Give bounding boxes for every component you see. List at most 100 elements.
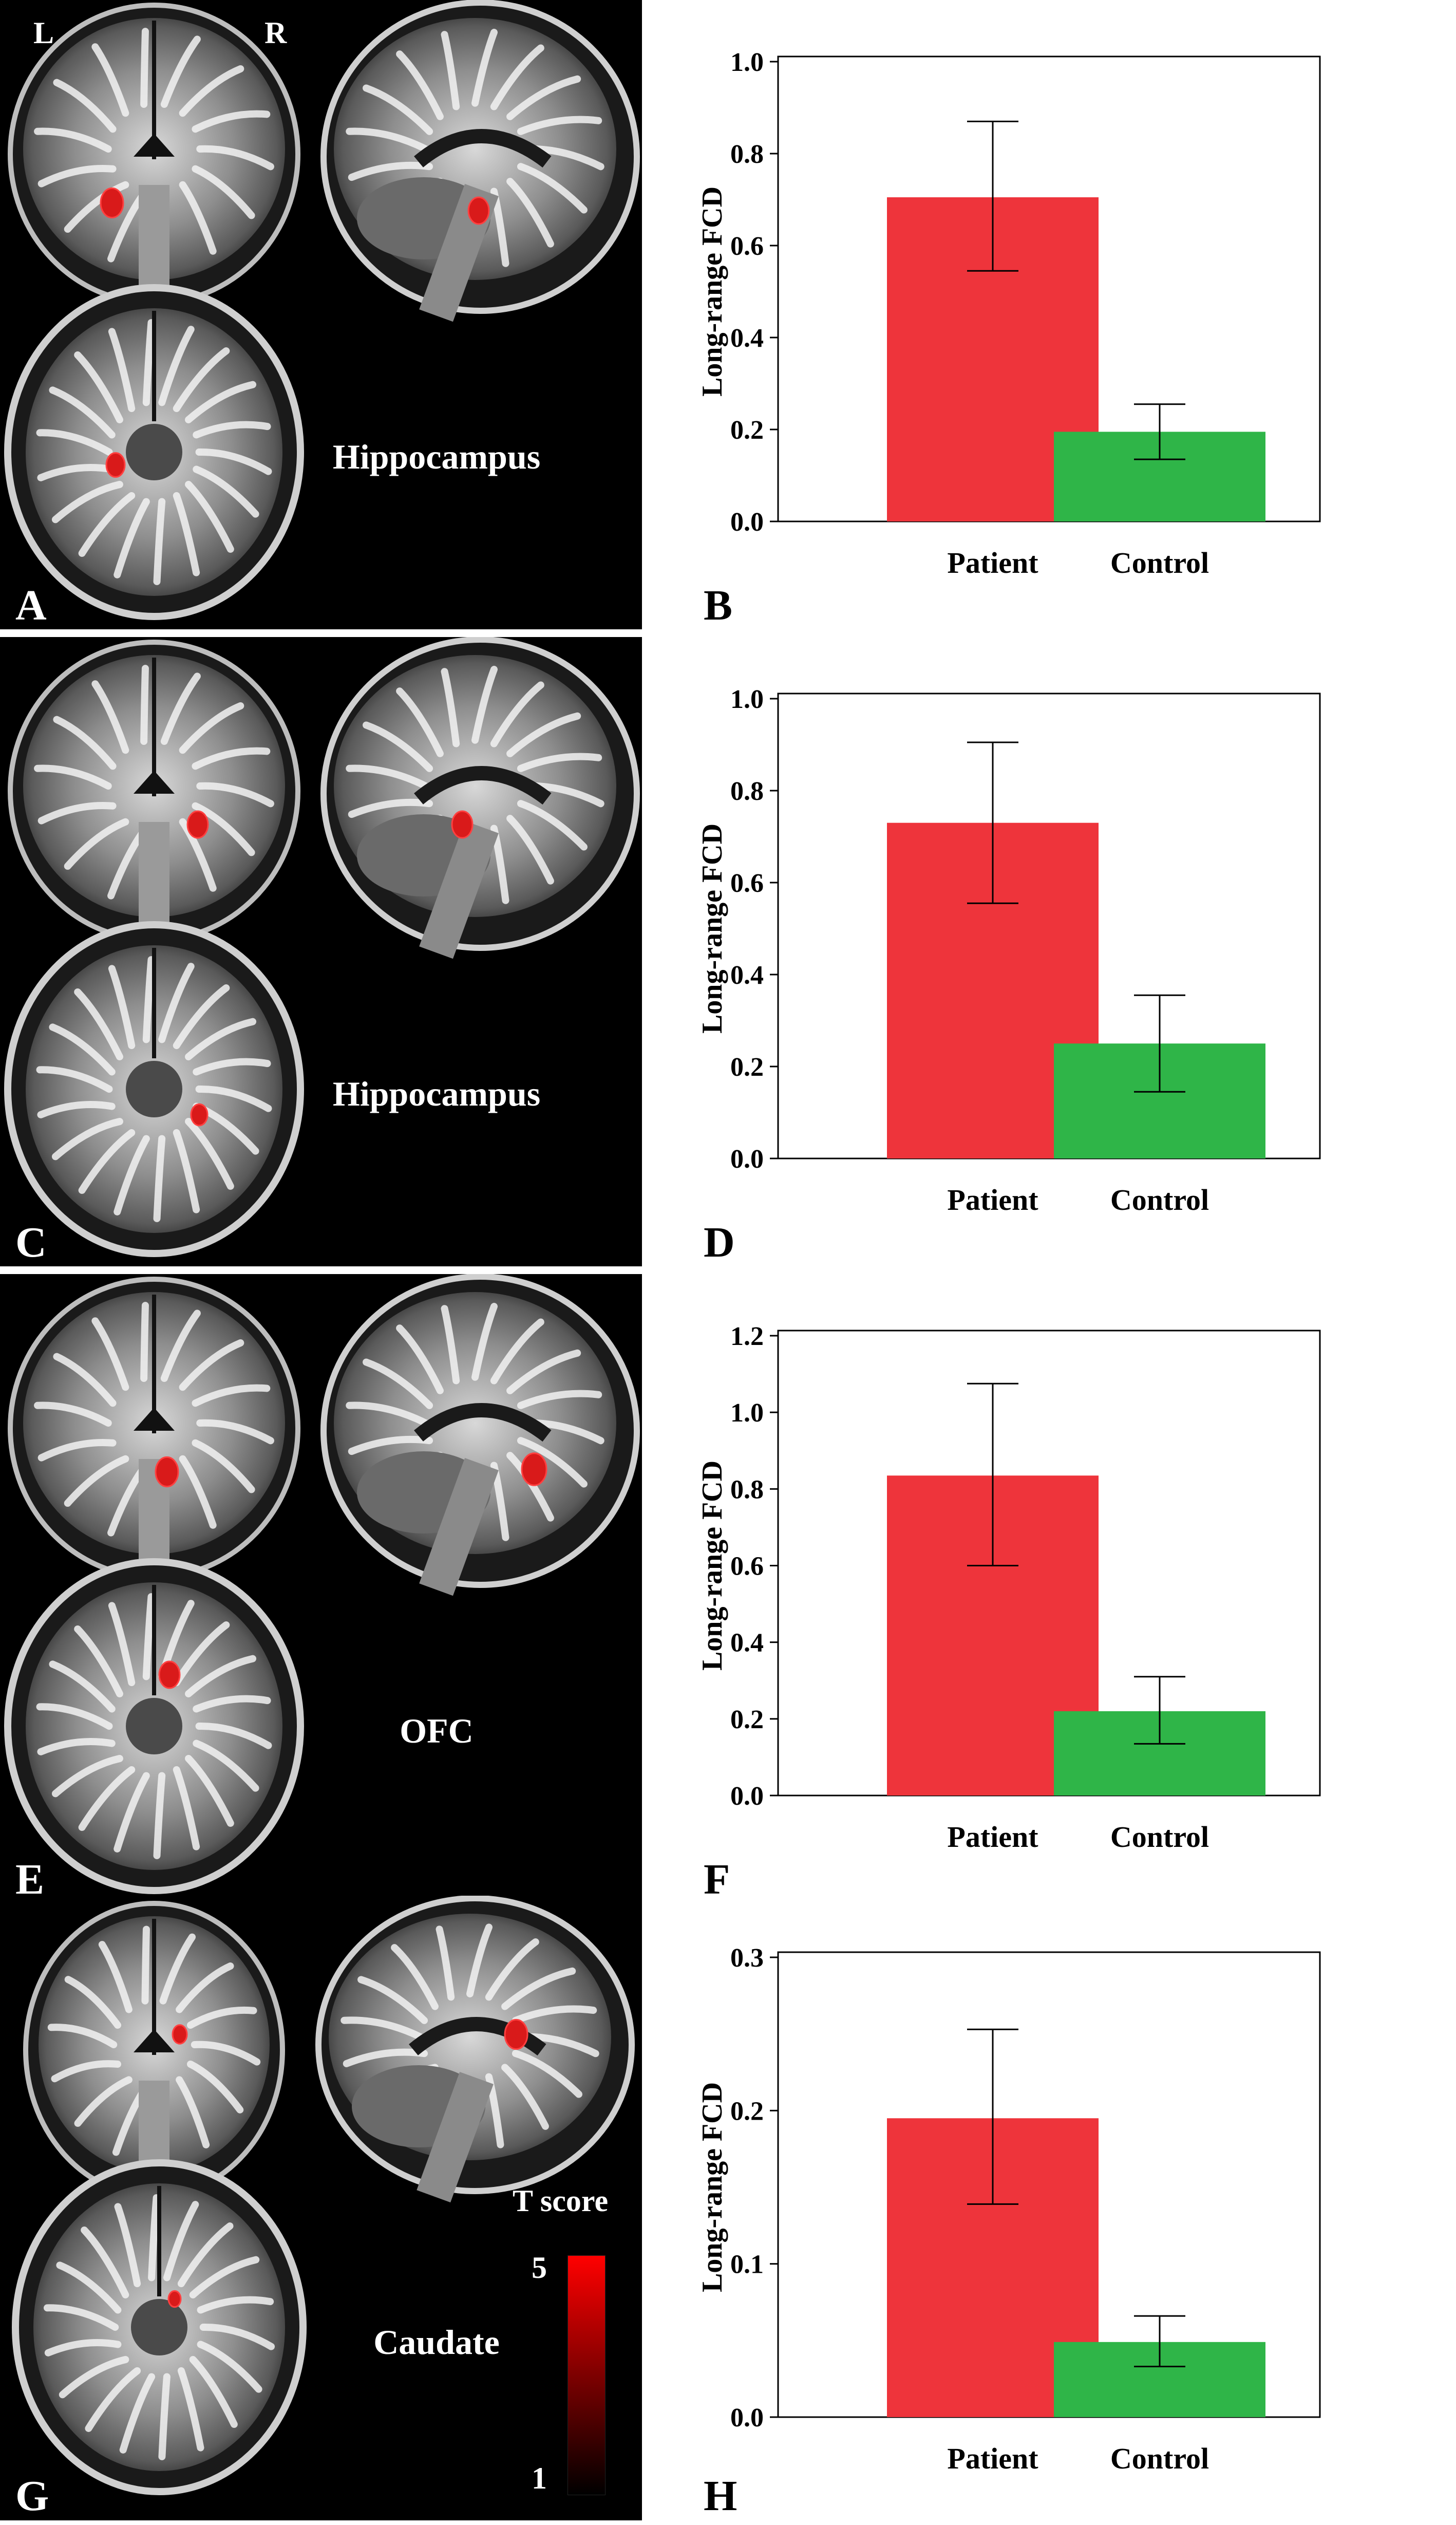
error-bar — [1134, 403, 1185, 460]
x-tick-label: Patient — [947, 2442, 1038, 2475]
bar-chart-h: 0.0 0.1 0.2 0.3 Long-range FCD Patient Control — [696, 1943, 1321, 2475]
corpus-callosum — [414, 1403, 552, 1442]
region-label-g: Caudate — [373, 2323, 500, 2362]
brain-panel-e: OFC E — [0, 1274, 642, 1903]
chart-panel-f: 0.0 0.2 0.4 0.6 0.8 1.0 1.2 Long-range FCD Patie… — [642, 1274, 1456, 1903]
y-tick-label: 1.0 — [730, 48, 764, 77]
axial-view — [4, 1558, 304, 1894]
region-label-c: Hippocampus — [332, 1074, 541, 1113]
activation-cluster — [158, 1660, 181, 1689]
region-label-e: OFC — [400, 1711, 474, 1750]
brain-panel-c: Hippocampus C — [0, 637, 642, 1266]
error-bar — [1134, 994, 1185, 1093]
error-bar — [967, 1382, 1018, 1566]
y-tick-label: 0.2 — [730, 2097, 764, 2126]
midbrain — [126, 424, 182, 480]
brain-views — [4, 637, 640, 1257]
y-tick-label: 0.2 — [730, 1053, 764, 1082]
sagittal-view — [320, 1274, 640, 1596]
panel-letter-a: A — [15, 582, 47, 629]
colorbar — [568, 2255, 606, 2495]
y-tick-label: 0.4 — [730, 324, 764, 353]
y-tick-label: 0.8 — [730, 1475, 764, 1504]
y-tick-label: 0.0 — [730, 2403, 764, 2433]
right-marker: R — [264, 16, 287, 50]
sagittal-view — [320, 0, 640, 322]
y-tick-label: 0.6 — [730, 1552, 764, 1581]
x-tick-label: Patient — [947, 1820, 1038, 1854]
activation-cluster — [521, 1452, 547, 1486]
y-tick-label: 0.8 — [730, 140, 764, 169]
brain-views — [4, 0, 640, 620]
coronal-view — [8, 640, 300, 943]
bar-chart-d: 0.0 0.2 0.4 0.6 0.8 1.0 Long-range FCD Patient C… — [696, 685, 1321, 1217]
activation-cluster — [186, 810, 209, 839]
chart-panel-d: 0.0 0.2 0.4 0.6 0.8 1.0 Long-range FCD Patient C… — [642, 637, 1456, 1266]
brainstem — [419, 820, 499, 959]
error-bar — [1134, 1676, 1185, 1745]
corpus-callosum — [414, 766, 552, 805]
sagittal-view — [320, 637, 640, 959]
y-axis-label: Long-range FCD — [696, 1461, 728, 1671]
activation-cluster — [467, 196, 490, 225]
error-bar — [1134, 2315, 1185, 2368]
brainstem — [419, 1457, 499, 1596]
y-tick-label: 1.0 — [730, 1398, 764, 1428]
activation-cluster — [155, 1456, 179, 1488]
activation-cluster — [504, 2018, 528, 2050]
panel-letter-b: B — [704, 582, 733, 629]
brain-slices-e — [4, 1274, 640, 1894]
y-axis-label: Long-range FCD — [696, 2082, 728, 2292]
colorbar-title: T score — [513, 2184, 609, 2218]
y-tick-label: 0.8 — [730, 777, 764, 806]
y-tick-label: 0.0 — [730, 1782, 764, 1811]
brain-slices-a — [4, 0, 640, 620]
x-tick-label: Patient — [947, 1183, 1038, 1217]
axial-view — [4, 921, 304, 1257]
left-marker: L — [33, 16, 54, 50]
panel-letter-d: D — [704, 1219, 735, 1266]
sagittal-view — [315, 1896, 635, 2203]
region-label-a: Hippocampus — [332, 437, 541, 476]
panel-letter-e: E — [15, 1856, 45, 1903]
brain-views — [4, 1274, 640, 1894]
error-bar — [967, 2028, 1018, 2205]
x-tick-label: Control — [1110, 2442, 1209, 2475]
y-tick-label: 1.2 — [730, 1322, 764, 1351]
y-tick-label: 0.6 — [730, 232, 764, 261]
y-tick-label: 0.3 — [730, 1943, 764, 1973]
brainstem — [139, 822, 169, 940]
chart-panel-h: 0.0 0.1 0.2 0.3 Long-range FCD Patient Control… — [642, 1896, 1456, 2525]
coronal-view — [23, 1901, 285, 2199]
chart-panel-b: 0.0 0.2 0.4 0.6 0.8 1.0 Long-range FCD Patient C… — [642, 0, 1456, 629]
activation-cluster — [167, 2290, 182, 2308]
y-tick-label: 0.0 — [730, 1145, 764, 1174]
y-tick-label: 0.6 — [730, 869, 764, 898]
bar-chart-f: 0.0 0.2 0.4 0.6 0.8 1.0 1.2 Long-range FCD Patie… — [696, 1322, 1321, 1854]
y-axis-label: Long-range FCD — [696, 824, 728, 1034]
x-tick-label: Control — [1110, 1820, 1209, 1854]
colorbar-min-label: 1 — [532, 2461, 547, 2495]
y-tick-label: 0.2 — [730, 1705, 764, 1734]
y-tick-label: 1.0 — [730, 685, 764, 714]
brain-panel-a: L R Hippocampus A — [0, 0, 642, 629]
brain-panel-g: Caudate G T score 5 1 — [0, 1896, 642, 2520]
bar-chart-b: 0.0 0.2 0.4 0.6 0.8 1.0 Long-range FCD Patient C… — [696, 48, 1321, 579]
panel-letter-g: G — [15, 2472, 49, 2520]
y-tick-label: 0.1 — [730, 2250, 764, 2279]
panel-letter-c: C — [15, 1219, 47, 1266]
y-tick-label: 0.4 — [730, 961, 764, 990]
y-tick-label: 0.0 — [730, 508, 764, 537]
y-tick-label: 0.4 — [730, 1629, 764, 1658]
activation-cluster — [105, 452, 126, 478]
coronal-view — [8, 3, 300, 306]
brain-slices-c — [4, 637, 640, 1257]
brain-slices-g — [12, 1896, 635, 2495]
activation-cluster — [172, 2024, 188, 2045]
x-tick-label: Control — [1110, 1183, 1209, 1217]
activation-cluster — [100, 187, 124, 219]
midbrain — [126, 1061, 182, 1117]
corpus-callosum — [414, 129, 552, 168]
axial-view — [4, 284, 304, 620]
midbrain — [126, 1698, 182, 1754]
